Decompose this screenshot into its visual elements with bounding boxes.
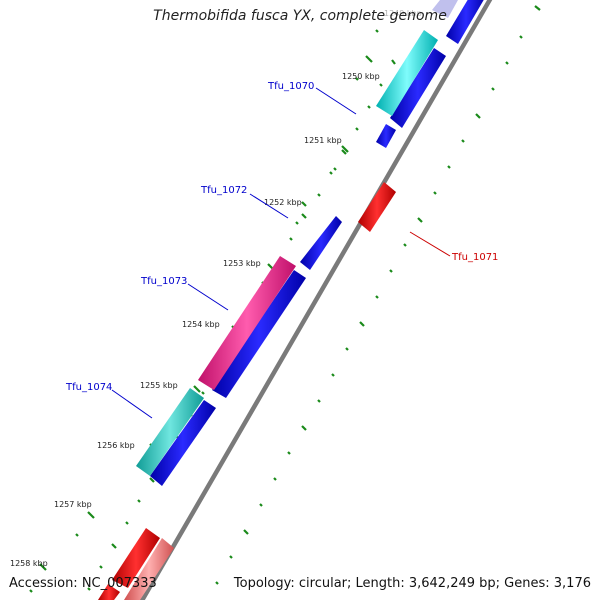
tick-label-1252: 1252 kbp: [264, 198, 302, 207]
tick-label-1250: 1250 kbp: [342, 72, 380, 81]
tick-label-1255: 1255 kbp: [140, 381, 178, 390]
forward-cds-arrow[interactable]: [390, 48, 446, 128]
forward-cds-arrow[interactable]: [212, 270, 306, 398]
forward-feature-track[interactable]: [136, 30, 438, 476]
forward-cds-arrow[interactable]: [376, 124, 396, 148]
forward-feature-faint: [432, 0, 458, 18]
tick-label-1256: 1256 kbp: [97, 441, 135, 450]
map-title: Thermobifida fusca YX, complete genome: [153, 8, 447, 24]
feature-block-salmon[interactable]: [124, 538, 174, 600]
kbp-tick-labels: 1249 kbp 1250 kbp 1251 kbp 1252 kbp 1253…: [10, 9, 422, 568]
tick-label-1254: 1254 kbp: [182, 320, 220, 329]
tick-label-1249: 1249 kbp: [384, 9, 422, 18]
reverse-cds-arrow[interactable]: [112, 528, 160, 588]
forward-cds-arrow[interactable]: [150, 400, 216, 486]
feature-block-cyan[interactable]: [376, 30, 438, 116]
forward-cds-arrow[interactable]: [446, 0, 486, 44]
reverse-cds-arrow[interactable]: [358, 182, 396, 232]
feature-block-teal[interactable]: [136, 388, 204, 476]
gene-label-tfu-1074[interactable]: Tfu_1074: [65, 382, 112, 393]
gene-label-leaders: [111, 87, 451, 419]
forward-cds-track[interactable]: [150, 0, 486, 486]
reverse-cds-arrow[interactable]: [98, 584, 120, 600]
gene-label-tfu-1072[interactable]: Tfu_1072: [200, 185, 247, 196]
gene-label-tfu-1073[interactable]: Tfu_1073: [140, 276, 187, 287]
gene-label-tfu-1070[interactable]: Tfu_1070: [267, 81, 314, 92]
reverse-cds-track[interactable]: [98, 182, 396, 600]
gene-labels: Tfu_1070 Tfu_1071 Tfu_1072 Tfu_1073 Tfu_…: [65, 81, 498, 393]
genome-summary-text: Topology: circular; Length: 3,642,249 bp…: [233, 576, 591, 591]
tick-label-1251: 1251 kbp: [304, 136, 342, 145]
forward-cds-arrow[interactable]: [300, 216, 342, 270]
tick-label-1257: 1257 kbp: [54, 500, 92, 509]
gene-label-tfu-1071[interactable]: Tfu_1071: [451, 252, 498, 263]
genome-backbone: [139, 0, 493, 600]
outer-tick-ring: [215, 5, 541, 585]
feature-block-pink[interactable]: [198, 256, 296, 390]
tick-label-1253: 1253 kbp: [223, 259, 261, 268]
accession-text: Accession: NC_007333: [9, 576, 157, 591]
tick-label-1258: 1258 kbp: [10, 559, 48, 568]
